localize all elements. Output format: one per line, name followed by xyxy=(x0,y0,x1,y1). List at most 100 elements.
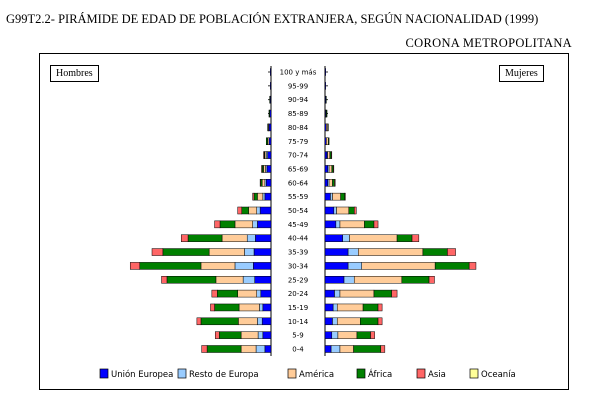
men-bar xyxy=(238,317,258,326)
women-bar xyxy=(347,262,362,270)
men-bar xyxy=(200,262,236,270)
women-bar xyxy=(330,192,333,201)
men-bar xyxy=(161,276,168,284)
men-bar xyxy=(166,276,217,284)
men-bar xyxy=(270,68,272,76)
women-bar xyxy=(347,248,359,256)
men-bar xyxy=(269,95,271,104)
men-bar xyxy=(214,220,221,229)
age-group-label: 30-34 xyxy=(288,262,309,270)
women-bar xyxy=(434,262,470,270)
men-bar xyxy=(265,137,268,145)
age-group-label: 10-14 xyxy=(288,318,309,326)
women-bar xyxy=(324,206,335,215)
men-bar xyxy=(257,220,272,229)
men-bar xyxy=(260,289,272,298)
men-bar xyxy=(256,206,261,215)
women-bar xyxy=(324,82,326,90)
women-bar xyxy=(468,262,477,270)
age-group-label: 5-9 xyxy=(292,332,303,340)
men-bar xyxy=(267,123,269,132)
men-bar xyxy=(200,317,239,326)
men-bar xyxy=(201,345,208,353)
women-bar xyxy=(361,262,436,270)
women-bar xyxy=(334,179,336,187)
women-label: Mujeres xyxy=(499,65,544,82)
men-bar xyxy=(240,345,257,353)
men-bar xyxy=(265,179,272,187)
men-bar xyxy=(255,345,266,353)
women-bar xyxy=(339,220,365,229)
legend-swatch xyxy=(416,368,426,379)
women-bar xyxy=(349,234,398,242)
men-bar xyxy=(244,248,255,256)
men-bar xyxy=(252,192,255,201)
men-bar xyxy=(262,331,272,339)
men-bar xyxy=(241,206,249,215)
women-bar xyxy=(324,234,343,242)
men-bar xyxy=(252,220,258,229)
women-bar xyxy=(380,345,386,353)
men-bar xyxy=(261,179,266,187)
women-bar xyxy=(324,151,328,159)
men-bar xyxy=(129,262,141,270)
men-bar xyxy=(215,276,244,284)
legend-swatch xyxy=(469,368,479,379)
women-bar xyxy=(343,276,355,284)
women-bar xyxy=(336,206,350,215)
women-bar xyxy=(333,206,337,215)
men-bar xyxy=(264,345,272,353)
women-bar xyxy=(327,151,331,159)
women-bar xyxy=(360,317,379,326)
men-label: Hombres xyxy=(50,65,99,82)
age-group-label: 100 y más xyxy=(280,69,317,77)
age-group-label: 25-29 xyxy=(288,276,308,284)
women-bar xyxy=(358,248,424,256)
women-bar xyxy=(324,276,345,284)
legend-swatch xyxy=(287,368,297,379)
women-bar xyxy=(411,234,420,242)
women-bar xyxy=(330,345,341,353)
men-bar xyxy=(268,123,272,132)
men-bar xyxy=(253,262,272,270)
women-bar xyxy=(326,137,329,145)
age-group-label: 85-89 xyxy=(288,110,308,118)
chart-title: G99T2.2- PIRÁMIDE DE EDAD DE POBLACIÓN E… xyxy=(6,12,539,26)
men-bar xyxy=(246,234,256,242)
men-bar xyxy=(263,151,265,159)
women-bar xyxy=(377,317,383,326)
women-bar xyxy=(362,303,379,312)
age-group-label: 45-49 xyxy=(288,221,308,229)
women-bar xyxy=(324,220,337,229)
men-bar xyxy=(240,331,259,339)
chart-subtitle: CORONA METROPOLITANA xyxy=(405,36,572,50)
women-bar xyxy=(356,331,371,339)
age-group-label: 40-44 xyxy=(288,235,309,243)
women-bar xyxy=(324,248,349,256)
women-bar xyxy=(339,345,354,353)
women-bar xyxy=(334,289,341,298)
women-bar xyxy=(344,192,346,201)
women-bar xyxy=(335,220,341,229)
men-bar xyxy=(268,137,272,145)
men-bar xyxy=(214,331,220,339)
women-bar xyxy=(324,289,335,298)
men-bar xyxy=(270,82,272,90)
women-bar xyxy=(332,192,341,201)
women-bar xyxy=(353,345,382,353)
legend-label: Resto de Europa xyxy=(189,370,259,380)
age-group-label: 90-94 xyxy=(288,96,309,104)
men-bar xyxy=(162,248,210,256)
women-bar xyxy=(447,248,456,256)
women-bar xyxy=(353,276,403,284)
men-bar xyxy=(261,317,272,326)
men-bar xyxy=(263,165,266,173)
women-bar xyxy=(428,276,435,284)
age-group-label: 55-59 xyxy=(288,193,308,201)
women-bar xyxy=(364,220,375,229)
women-bar xyxy=(326,109,328,118)
women-bar xyxy=(324,345,332,353)
women-bar xyxy=(328,179,333,187)
men-bar xyxy=(257,331,264,339)
women-bar xyxy=(332,317,338,326)
